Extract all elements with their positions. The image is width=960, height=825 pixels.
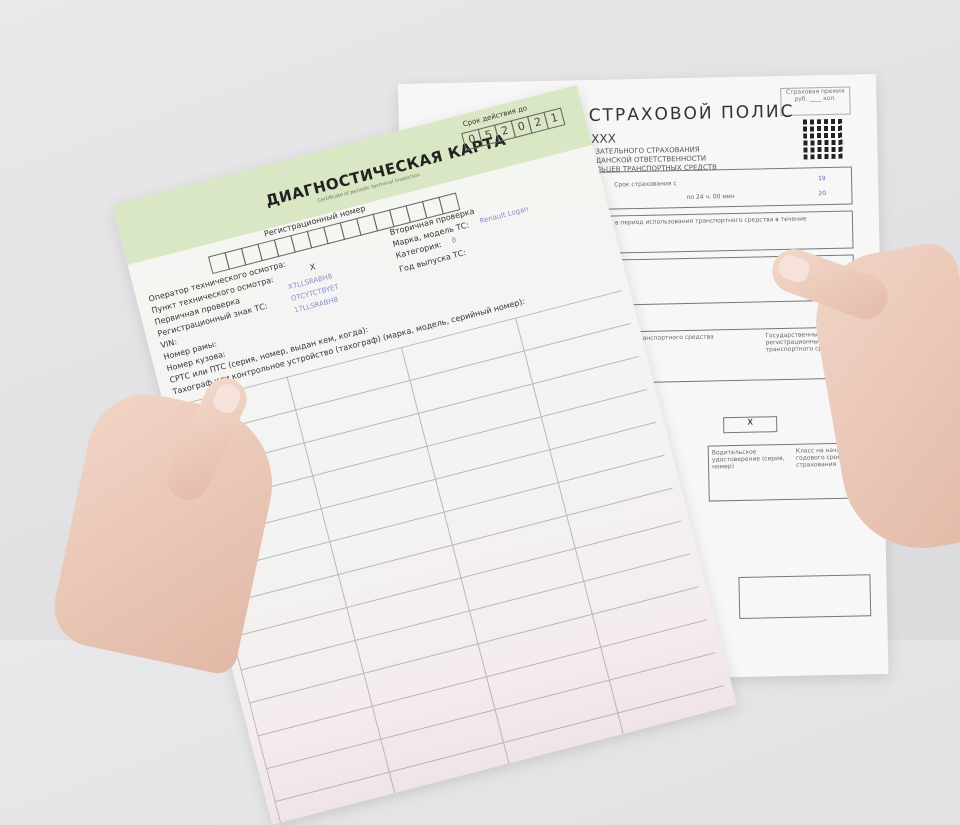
make-value: Renault Logan <box>478 204 530 226</box>
thumbnail <box>210 380 244 417</box>
policy-series: XXX <box>591 131 617 146</box>
qr-code <box>802 118 844 160</box>
term-to: по 24 ч. 00 мин <box>686 192 735 201</box>
checkbox-mark: X <box>723 416 778 434</box>
thumbnail <box>775 252 813 286</box>
term-label: Срок страхования с <box>614 180 677 189</box>
year-from: 19 <box>818 175 826 183</box>
license-label: Водительское удостоверение (серия, номер… <box>711 448 785 471</box>
bottom-table <box>738 574 872 619</box>
policy-title: СТРАХОВОЙ ПОЛИС <box>588 101 795 127</box>
primary-mark: X <box>308 262 317 273</box>
vin-label: VIN: <box>159 337 178 351</box>
category-value: B <box>450 235 458 245</box>
year-to: 20 <box>818 190 827 198</box>
